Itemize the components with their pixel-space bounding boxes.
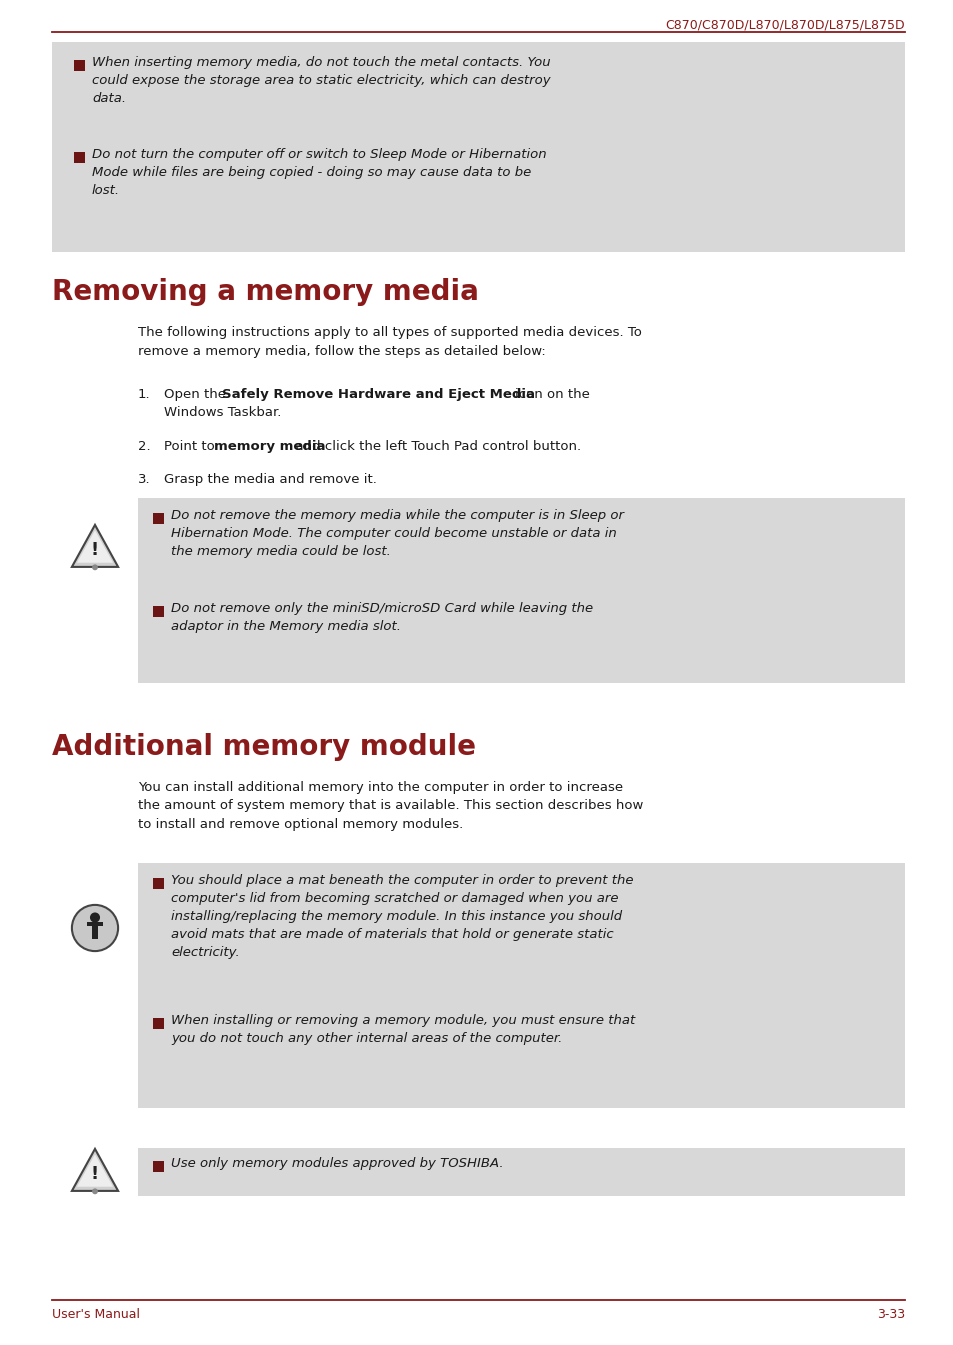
Bar	[52, 42, 904, 252]
Text: memory media: memory media	[213, 440, 325, 453]
Bar	[74, 61, 85, 71]
Text: Use only memory modules approved by TOSHIBA.: Use only memory modules approved by TOSH…	[171, 1157, 503, 1170]
Bar	[91, 923, 98, 939]
Circle shape	[90, 912, 100, 923]
Text: Additional memory module: Additional memory module	[52, 733, 476, 761]
Text: Point to                   and click the left Touch Pad control button.: Point to and click the left Touch Pad co…	[164, 440, 580, 453]
Bar	[138, 863, 904, 1108]
Circle shape	[91, 1189, 98, 1194]
Bar	[74, 152, 85, 163]
Bar	[88, 923, 103, 925]
Polygon shape	[71, 525, 118, 566]
Text: 2.: 2.	[138, 440, 151, 453]
Text: Do not turn the computer off or switch to Sleep Mode or Hibernation
Mode while f: Do not turn the computer off or switch t…	[91, 148, 546, 196]
Circle shape	[91, 565, 98, 570]
Bar	[152, 878, 164, 889]
Text: !: !	[91, 541, 99, 560]
Text: 3-33: 3-33	[876, 1307, 904, 1321]
Text: Do not remove the memory media while the computer is in Sleep or
Hibernation Mod: Do not remove the memory media while the…	[171, 508, 623, 558]
Text: C870/C870D/L870/L870D/L875/L875D: C870/C870D/L870/L870D/L875/L875D	[664, 17, 904, 31]
Text: You can install additional memory into the computer in order to increase
the amo: You can install additional memory into t…	[138, 781, 642, 831]
Text: Grasp the media and remove it.: Grasp the media and remove it.	[164, 473, 376, 486]
Text: When inserting memory media, do not touch the metal contacts. You
could expose t: When inserting memory media, do not touc…	[91, 56, 550, 105]
Bar	[152, 512, 164, 525]
Text: Removing a memory media: Removing a memory media	[52, 278, 478, 307]
Text: 1.: 1.	[138, 387, 151, 401]
Polygon shape	[77, 1154, 113, 1186]
Bar	[152, 1161, 164, 1171]
Text: !: !	[91, 1165, 99, 1184]
Text: 3.: 3.	[138, 473, 151, 486]
Polygon shape	[71, 1149, 118, 1190]
Bar	[138, 1149, 904, 1196]
Text: User's Manual: User's Manual	[52, 1307, 140, 1321]
Text: When installing or removing a memory module, you must ensure that
you do not tou: When installing or removing a memory mod…	[171, 1014, 635, 1045]
Bar	[138, 498, 904, 683]
Circle shape	[71, 905, 118, 951]
Bar	[152, 1018, 164, 1029]
Text: The following instructions apply to all types of supported media devices. To
rem: The following instructions apply to all …	[138, 325, 641, 358]
Bar	[152, 607, 164, 617]
Text: Safely Remove Hardware and Eject Media: Safely Remove Hardware and Eject Media	[222, 387, 535, 401]
Polygon shape	[77, 530, 113, 562]
Text: Do not remove only the miniSD/microSD Card while leaving the
adaptor in the Memo: Do not remove only the miniSD/microSD Ca…	[171, 603, 593, 633]
Text: You should place a mat beneath the computer in order to prevent the
computer's l: You should place a mat beneath the compu…	[171, 874, 633, 959]
Text: Open the                                                                    icon: Open the icon	[164, 387, 589, 420]
